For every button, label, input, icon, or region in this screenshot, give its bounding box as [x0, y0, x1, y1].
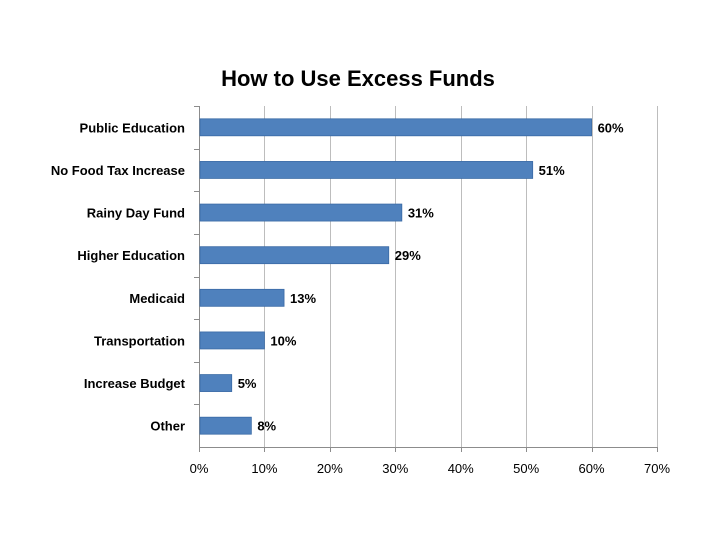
category-label: Rainy Day Fund [87, 206, 185, 221]
x-tick-label: 60% [579, 461, 605, 476]
labels: 0% 10% 20% 30% 40% 50% 60% 70% Public Education 6… [51, 120, 671, 476]
data-label: 29% [395, 248, 421, 263]
bar [199, 203, 403, 222]
x-tick-label: 10% [251, 461, 277, 476]
category-label: Other [150, 419, 185, 434]
x-tick-label: 20% [317, 461, 343, 476]
category-label: Public Education [80, 120, 186, 135]
gridlines [264, 106, 658, 447]
data-label: 10% [270, 333, 296, 348]
category-label: Transportation [94, 333, 185, 348]
x-tick-label: 30% [382, 461, 408, 476]
data-label: 60% [598, 120, 624, 135]
bar [199, 374, 233, 392]
x-tick-label: 70% [644, 461, 670, 476]
category-label: Higher Education [77, 248, 185, 263]
bar [199, 416, 252, 435]
axes [194, 106, 658, 452]
x-tick-label: 40% [448, 461, 474, 476]
bar [199, 288, 285, 307]
bar [199, 161, 534, 179]
x-tick-label: 0% [190, 461, 209, 476]
category-label: Medicaid [129, 291, 185, 306]
x-tick-label: 50% [513, 461, 539, 476]
data-label: 31% [408, 206, 434, 221]
data-label: 51% [539, 163, 565, 178]
data-label: 5% [238, 376, 257, 391]
category-label: Increase Budget [84, 376, 186, 391]
bar [199, 331, 265, 350]
bar [199, 118, 592, 137]
chart-title: How to Use Excess Funds [221, 66, 495, 91]
category-label: No Food Tax Increase [51, 163, 185, 178]
bars [199, 118, 592, 435]
bar [199, 246, 390, 265]
data-label: 8% [257, 419, 276, 434]
data-label: 13% [290, 291, 316, 306]
